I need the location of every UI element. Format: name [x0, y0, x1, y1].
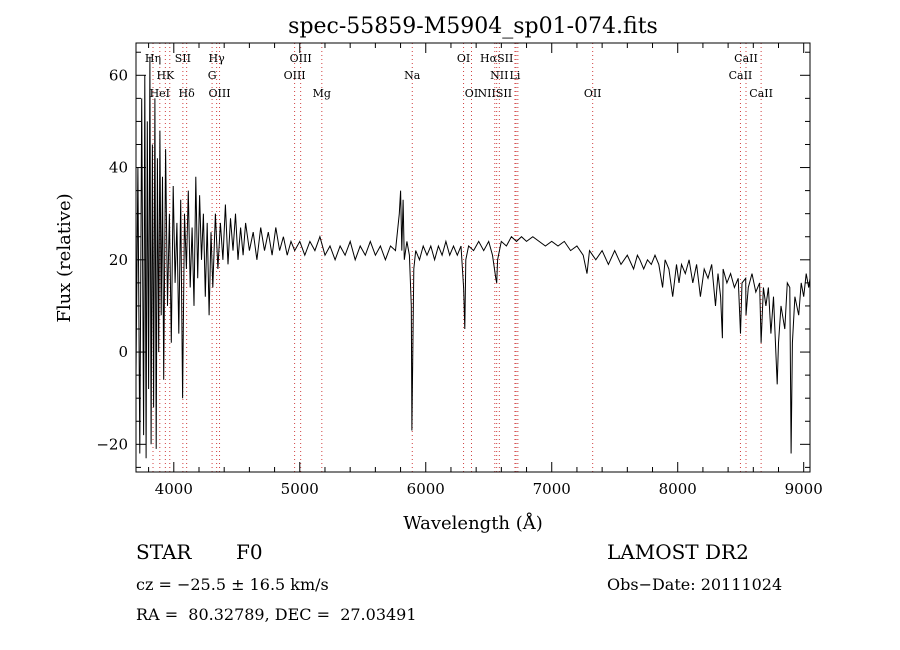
line-marker-label: OIII	[284, 69, 306, 82]
line-marker-label: OI	[465, 87, 478, 100]
line-marker-label: CaII	[749, 87, 773, 100]
line-marker-label: HeI	[150, 87, 170, 100]
spectral-line-markers	[152, 43, 762, 472]
line-marker-label: Mg	[313, 87, 331, 100]
chart-title: spec-55859-M5904_sp01-074.fits	[288, 14, 658, 39]
y-axis-ticks: −20 0 20 40 60	[96, 51, 810, 468]
y-tick-label: 40	[109, 159, 128, 177]
line-marker-label: OII	[584, 87, 602, 100]
line-marker-label: NIISII	[478, 87, 513, 100]
y-tick-label: −20	[96, 435, 128, 453]
line-marker-label: HK	[156, 69, 175, 82]
x-tick-label: 9000	[785, 480, 823, 498]
x-axis-label: Wavelength (Å)	[403, 512, 543, 534]
survey-name: LAMOST DR2	[607, 540, 749, 564]
line-marker-label: CaII	[729, 69, 753, 82]
plot-frame	[135, 42, 811, 473]
line-marker-label: Hδ	[179, 87, 196, 100]
line-marker-label: Li	[510, 69, 521, 82]
x-axis-ticks: 4000 5000 6000 7000 8000 9000	[148, 43, 823, 498]
line-marker-label: OI	[457, 52, 470, 65]
line-marker-label: G	[208, 69, 217, 82]
object-type: STAR	[136, 540, 192, 564]
y-tick-label: 60	[109, 66, 128, 84]
line-marker-label: Hη	[145, 52, 161, 65]
line-marker-label: SII	[175, 52, 191, 65]
line-marker-label: CaII	[734, 52, 758, 65]
y-tick-label: 20	[109, 251, 128, 269]
line-marker-label: Na	[404, 69, 421, 82]
y-axis-label: Flux (relative)	[54, 193, 75, 322]
x-tick-label: 5000	[281, 480, 319, 498]
line-marker-label: OIII	[290, 52, 312, 65]
x-tick-label: 7000	[533, 480, 571, 498]
x-tick-label: 8000	[659, 480, 697, 498]
velocity-readout: cz = −25.5 ± 16.5 km/s	[136, 575, 329, 594]
spectral-subclass: F0	[236, 540, 263, 564]
line-marker-label: NII	[490, 69, 508, 82]
x-tick-label: 6000	[407, 480, 445, 498]
y-tick-label: 0	[118, 343, 128, 361]
line-marker-label: Hγ	[209, 52, 226, 65]
line-marker-label: HαSII	[480, 52, 513, 65]
spectrum-line	[135, 56, 811, 459]
line-marker-label: OIII	[208, 87, 230, 100]
x-tick-label: 4000	[155, 480, 193, 498]
spectrum-chart: Hη HK HeI SII Hδ Hγ G OIII OIII OIII Mg Na OI OI HαSII…	[54, 14, 823, 534]
spectral-line-labels: Hη HK HeI SII Hδ Hγ G OIII OIII OIII Mg Na OI OI HαSII…	[145, 52, 773, 100]
observation-date: Obs−Date: 20111024	[607, 575, 783, 594]
coordinates: RA = 80.32789, DEC = 27.03491	[136, 605, 417, 624]
